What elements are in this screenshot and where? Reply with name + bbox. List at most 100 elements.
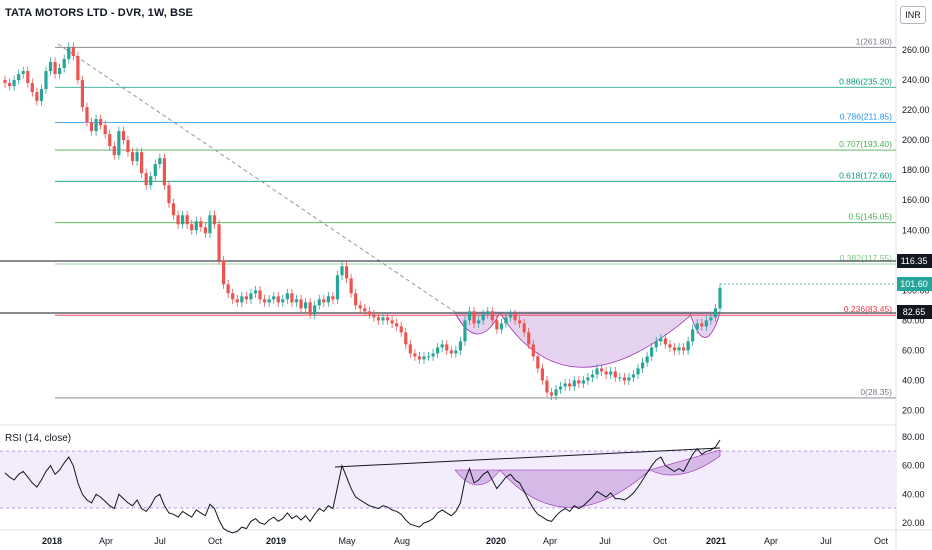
candle-body: [636, 368, 640, 375]
candle-body: [627, 377, 631, 381]
fib-label: 0.618(172.60): [839, 170, 892, 180]
currency-badge[interactable]: INR: [900, 6, 926, 24]
rsi-line: [4, 439, 721, 534]
candle-body: [149, 176, 153, 186]
candle-body: [540, 368, 544, 381]
candle-body: [181, 215, 185, 225]
candle-body: [17, 74, 21, 81]
time-tick: Jul: [154, 536, 166, 546]
candle-body: [94, 119, 98, 132]
candle-body: [467, 311, 472, 321]
rsi-tick: 80.00: [902, 432, 925, 442]
candle-body: [454, 350, 458, 354]
candle-body: [645, 356, 649, 363]
candle-body: [472, 311, 476, 324]
candle-body: [385, 317, 390, 321]
time-tick: 2021: [706, 536, 726, 546]
candle-body: [681, 347, 686, 351]
candle-body: [704, 320, 708, 327]
fib-label: 1(261.80): [856, 36, 893, 46]
candle-body: [262, 299, 267, 303]
candle-body: [322, 299, 326, 303]
rsi-pattern: [454, 449, 721, 508]
candle-body: [331, 296, 335, 300]
price-tick: 220.00: [902, 105, 930, 115]
candle-body: [62, 59, 66, 69]
candle-body: [390, 320, 394, 324]
candle-body: [99, 119, 103, 126]
candle-body: [285, 293, 289, 300]
candle-body: [35, 92, 39, 102]
candle-body: [294, 299, 299, 303]
time-axis[interactable]: 2018 Apr Jul Oct 2019 May Aug 2020 Apr Jul Oct 2021…: [42, 536, 889, 546]
candle-body: [440, 344, 444, 348]
candle-body: [217, 224, 221, 261]
price-tick: 40.00: [902, 375, 925, 385]
candle-body: [581, 380, 585, 384]
price-tick: 180.00: [902, 165, 930, 175]
candle-body: [363, 308, 367, 312]
candle-body: [30, 83, 34, 93]
candle-body: [158, 158, 162, 165]
candle-body: [490, 311, 494, 321]
time-tick: Oct: [874, 536, 889, 546]
candle-body: [618, 377, 622, 379]
time-tick: Apr: [99, 536, 113, 546]
rsi-axis[interactable]: 80.00 60.00 40.00 20.00: [902, 432, 925, 528]
candle-body: [650, 347, 654, 357]
candle-series: [3, 42, 722, 400]
candle-body: [253, 290, 258, 294]
time-tick: Jul: [820, 536, 832, 546]
cup-handle-pattern: [454, 312, 721, 368]
candle-body: [313, 305, 317, 315]
candle-body: [108, 134, 112, 147]
price-axis[interactable]: 20.0040.0060.0080.00100.00120.00140.0016…: [902, 45, 930, 415]
candle-body: [599, 368, 604, 372]
candle-body: [212, 215, 217, 225]
candle-body: [399, 326, 403, 333]
candle-body: [76, 56, 80, 81]
candle-body: [568, 383, 572, 387]
candle-body: [26, 71, 30, 84]
candle-body: [80, 80, 85, 108]
rsi-tick: 20.00: [902, 518, 925, 528]
rsi-tick: 40.00: [902, 489, 925, 499]
fib-label: 0.886(235.20): [839, 76, 892, 86]
candle-body: [417, 356, 422, 360]
candle-body: [536, 356, 540, 369]
candle-body: [7, 83, 12, 87]
candle-body: [121, 131, 126, 141]
price-tick: 240.00: [902, 75, 930, 85]
candle-body: [436, 347, 440, 354]
candle-body: [44, 71, 48, 90]
candle-body: [713, 308, 718, 318]
time-tick: Apr: [764, 536, 778, 546]
candle-body: [449, 350, 453, 354]
candle-body: [303, 302, 308, 309]
candle-body: [372, 314, 376, 318]
candle-body: [508, 314, 513, 318]
candle-body: [640, 362, 645, 369]
candle-body: [67, 47, 71, 60]
candle-body: [481, 314, 485, 321]
candle-body: [171, 203, 176, 216]
candle-body: [590, 374, 595, 378]
candle-body: [272, 296, 276, 300]
price-tick: 160.00: [902, 195, 930, 205]
candle-body: [53, 62, 57, 75]
candle-body: [290, 293, 294, 303]
candle-body: [240, 296, 244, 303]
candle-body: [613, 371, 617, 378]
candle-body: [281, 299, 285, 303]
candle-body: [317, 299, 321, 306]
candle-body: [221, 260, 226, 285]
candle-body: [700, 323, 704, 327]
candle-body: [130, 152, 135, 162]
candle-body: [527, 332, 531, 345]
candle-body: [376, 317, 381, 321]
downtrend-line: [57, 43, 456, 313]
candle-body: [486, 311, 490, 315]
fib-label: 0.786(211.85): [840, 111, 892, 121]
candle-body: [718, 287, 722, 309]
